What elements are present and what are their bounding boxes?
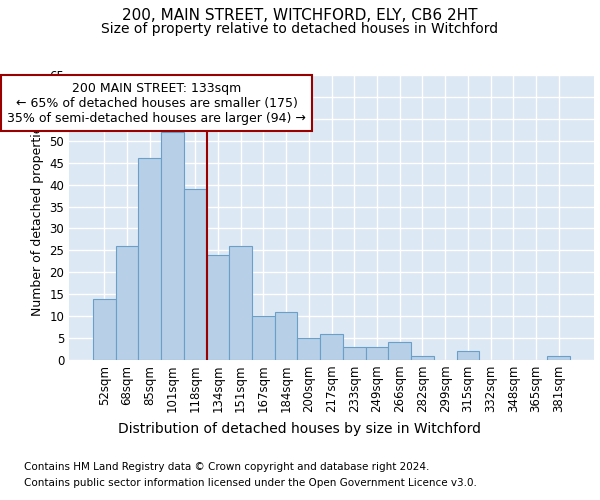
Text: Size of property relative to detached houses in Witchford: Size of property relative to detached ho… [101, 22, 499, 36]
Bar [275, 312, 298, 360]
Text: Distribution of detached houses by size in Witchford: Distribution of detached houses by size … [119, 422, 482, 436]
Text: Contains HM Land Registry data © Crown copyright and database right 2024.: Contains HM Land Registry data © Crown c… [24, 462, 430, 472]
Bar [547, 356, 570, 360]
Bar [93, 298, 116, 360]
Bar [411, 356, 434, 360]
Bar [320, 334, 343, 360]
Bar [184, 189, 206, 360]
Bar [365, 347, 388, 360]
Bar [116, 246, 139, 360]
Text: 200, MAIN STREET, WITCHFORD, ELY, CB6 2HT: 200, MAIN STREET, WITCHFORD, ELY, CB6 2H… [122, 8, 478, 22]
Y-axis label: Number of detached properties: Number of detached properties [31, 119, 44, 316]
Bar [298, 338, 320, 360]
Bar [161, 132, 184, 360]
Bar [139, 158, 161, 360]
Bar [457, 351, 479, 360]
Bar [229, 246, 252, 360]
Bar [252, 316, 275, 360]
Text: Contains public sector information licensed under the Open Government Licence v3: Contains public sector information licen… [24, 478, 477, 488]
Bar [206, 255, 229, 360]
Text: 200 MAIN STREET: 133sqm
← 65% of detached houses are smaller (175)
35% of semi-d: 200 MAIN STREET: 133sqm ← 65% of detache… [7, 82, 306, 124]
Bar [388, 342, 411, 360]
Bar [343, 347, 365, 360]
